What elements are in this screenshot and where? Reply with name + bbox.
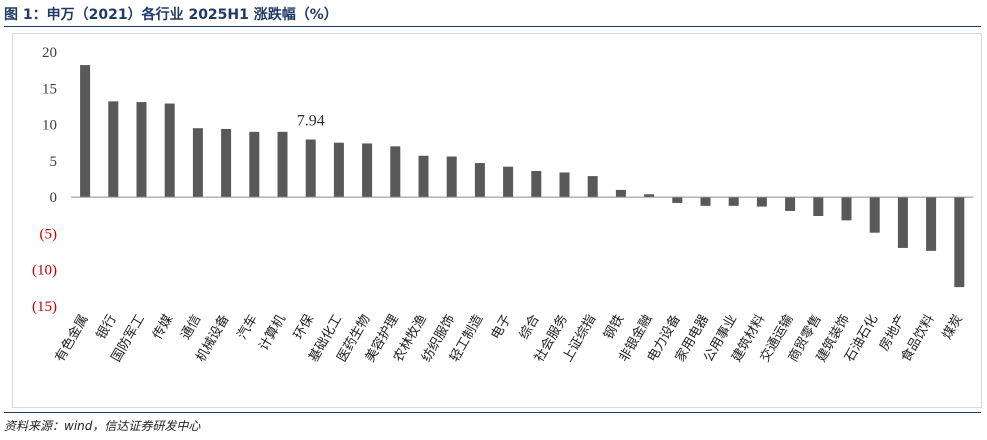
bar bbox=[531, 171, 542, 198]
chart-area: 20 15 10 5 0 (5) (10) (15) 7.94 有色金属 银行 国防军工 传媒 通信机… bbox=[12, 33, 982, 408]
x-tick-label: 综合 bbox=[517, 312, 543, 342]
bar bbox=[728, 197, 739, 206]
bar bbox=[474, 163, 485, 198]
bar bbox=[559, 172, 570, 198]
x-tick-label: 钢铁 bbox=[601, 312, 627, 342]
x-tick-label: 有色金属 bbox=[52, 312, 92, 365]
bar-series bbox=[80, 65, 965, 288]
y-tick-label: 20 bbox=[42, 45, 57, 61]
bar bbox=[700, 197, 711, 206]
x-tick-label: 电子 bbox=[489, 312, 515, 342]
bar bbox=[756, 197, 767, 207]
bar bbox=[164, 103, 175, 198]
x-tick-label: 计算机 bbox=[256, 312, 288, 353]
bar bbox=[80, 65, 91, 198]
bar bbox=[841, 197, 852, 221]
y-tick-label: 10 bbox=[42, 118, 57, 134]
y-tick-label: (15) bbox=[32, 299, 57, 315]
bar bbox=[305, 139, 316, 198]
source-note: 资料来源：wind，信达证券研发中心 bbox=[4, 419, 201, 433]
y-tick-label: (10) bbox=[32, 263, 57, 279]
source-rule bbox=[4, 412, 981, 413]
data-label: 7.94 bbox=[297, 113, 325, 130]
bar bbox=[418, 155, 429, 198]
bar bbox=[615, 189, 626, 198]
figure-title: 图 1：申万（2021）各行业 2025H1 涨跌幅（%） bbox=[4, 7, 338, 23]
bar bbox=[644, 194, 655, 198]
data-labels: 7.94 bbox=[297, 113, 325, 130]
bar bbox=[869, 197, 880, 233]
bar bbox=[390, 146, 401, 198]
bar bbox=[446, 156, 457, 198]
y-tick-label: 0 bbox=[50, 190, 58, 206]
bar bbox=[249, 131, 260, 198]
bar bbox=[813, 197, 824, 217]
x-tick-label: 汽车 bbox=[234, 312, 261, 343]
bar bbox=[587, 176, 598, 198]
title-rule bbox=[4, 26, 981, 27]
bar bbox=[954, 197, 965, 288]
bar bbox=[926, 197, 937, 251]
bar bbox=[785, 197, 796, 211]
x-tick-label: 通信 bbox=[178, 312, 204, 342]
bar bbox=[672, 197, 683, 203]
bar bbox=[108, 101, 119, 198]
y-tick-label: 5 bbox=[50, 154, 58, 170]
y-tick-label: 15 bbox=[42, 81, 57, 97]
y-tick-label: (5) bbox=[40, 226, 58, 242]
bar bbox=[333, 142, 344, 198]
bar bbox=[136, 102, 147, 198]
bar bbox=[221, 128, 232, 198]
bar bbox=[362, 143, 373, 198]
x-tick-label: 传媒 bbox=[150, 312, 176, 342]
x-tick-label: 环保 bbox=[291, 312, 317, 342]
x-tick-label: 煤炭 bbox=[940, 312, 966, 342]
bar bbox=[503, 166, 514, 198]
bar bbox=[192, 128, 203, 198]
y-axis: 20 15 10 5 0 (5) (10) (15) bbox=[32, 45, 57, 315]
bar bbox=[897, 197, 908, 248]
x-tick-label: 银行 bbox=[94, 312, 120, 342]
bar bbox=[277, 131, 288, 198]
